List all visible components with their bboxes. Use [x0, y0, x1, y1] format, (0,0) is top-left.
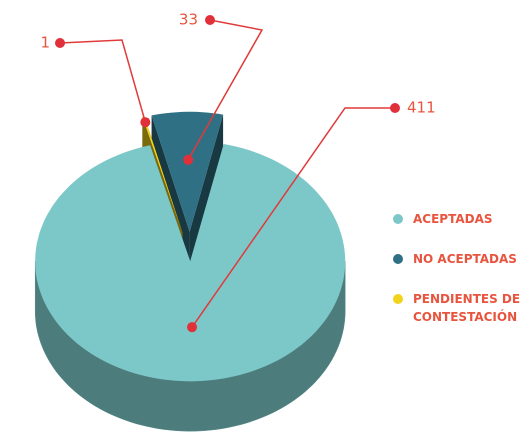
legend-swatch: [393, 294, 403, 304]
leader-dot: [390, 103, 400, 113]
legend-swatch: [393, 214, 403, 224]
slice-top: [142, 116, 183, 233]
leader-line: [187, 19, 264, 161]
slice: [34, 144, 346, 432]
data-label: 1: [40, 34, 50, 52]
leader-dot: [205, 15, 215, 25]
leader-dot: [55, 38, 65, 48]
slice-side: [34, 261, 346, 432]
legend-item: NO ACEPTADAS: [393, 250, 521, 268]
legend-label: PENDIENTES DE CONTESTACIÓN: [413, 292, 521, 324]
leader-line: [59, 39, 147, 123]
leader-dot: [183, 154, 194, 165]
legend-item: PENDIENTES DE CONTESTACIÓN: [393, 290, 521, 326]
leader-dot: [140, 117, 151, 128]
leader-dot: [187, 322, 198, 333]
legend-item: ACEPTADAS: [393, 210, 521, 228]
legend-swatch: [393, 254, 403, 264]
data-label: 33: [179, 11, 198, 29]
slice-top: [151, 111, 224, 232]
slice-top: [35, 144, 346, 382]
leader-line: [191, 107, 395, 328]
legend-label: NO ACEPTADAS: [413, 252, 517, 266]
legend-label: ACEPTADAS: [413, 212, 493, 226]
legend: ACEPTADAS NO ACEPTADAS PENDIENTES DE CONTE…: [393, 210, 521, 348]
data-label: 411: [407, 99, 436, 117]
